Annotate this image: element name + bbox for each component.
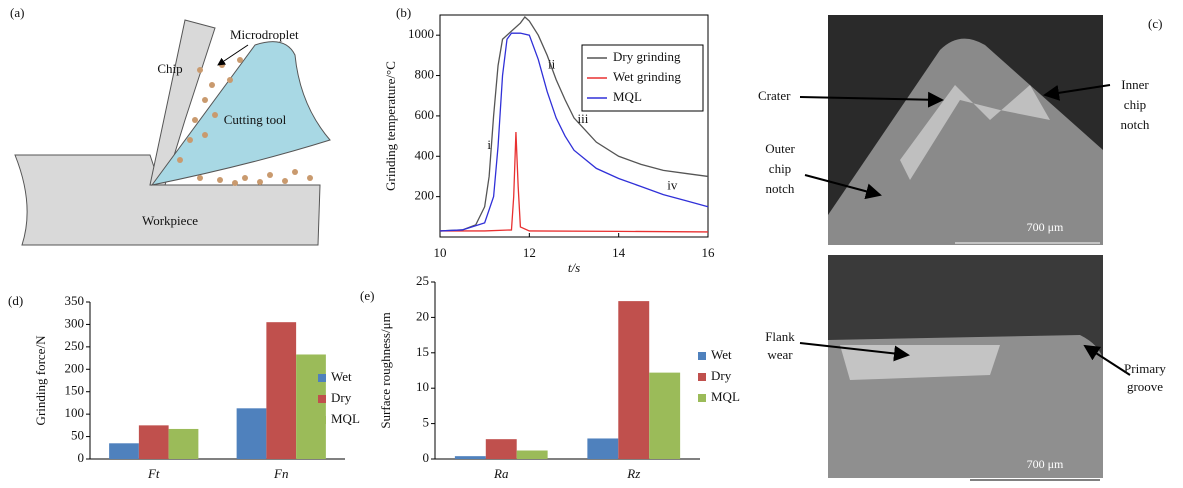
annotation: iii	[578, 111, 589, 126]
annotation: i	[487, 137, 491, 152]
legend-swatch	[698, 394, 706, 402]
y-tick-label: 250	[65, 338, 85, 353]
legend-label: MQL	[613, 89, 642, 104]
y-tick-label: 400	[415, 147, 435, 162]
x-tick-label: 16	[702, 245, 716, 260]
y-tick-label: 10	[416, 379, 429, 394]
x-tick-label: 14	[612, 245, 626, 260]
label: Cutting tool	[224, 112, 287, 127]
y-tick-label: 350	[65, 293, 85, 308]
legend-label: MQL	[711, 389, 740, 404]
label: Inner	[1121, 77, 1149, 92]
bar	[138, 425, 169, 459]
legend-swatch	[318, 395, 326, 403]
y-axis-label: Surface roughness/μm	[378, 312, 393, 428]
label: notch	[766, 181, 795, 196]
label: Workpiece	[142, 213, 198, 228]
x-tick-label: 10	[434, 245, 447, 260]
label: Chip	[157, 61, 182, 76]
bar	[168, 428, 199, 459]
y-tick-label: 200	[65, 360, 85, 375]
bar	[109, 443, 139, 459]
line	[440, 132, 709, 233]
legend-label: Wet	[711, 347, 732, 362]
label: groove	[1127, 379, 1163, 394]
label: chip	[1124, 97, 1146, 112]
x-tick-label: Rz	[626, 466, 640, 481]
legend-swatch	[698, 352, 706, 360]
legend-swatch	[318, 416, 326, 424]
legend-label: Dry	[711, 368, 732, 383]
legend-label: Wet	[331, 369, 352, 384]
y-tick-label: 600	[415, 107, 435, 122]
legend-label: MQL	[331, 411, 360, 426]
label: Crater	[758, 88, 791, 103]
label: notch	[1121, 117, 1150, 132]
y-tick-label: 15	[416, 344, 429, 359]
y-tick-label: 100	[65, 405, 85, 420]
scale-label: 700 μm	[1027, 457, 1064, 471]
panel-label: (a)	[10, 5, 24, 20]
y-tick-label: 1000	[408, 26, 434, 41]
x-tick-label: 12	[523, 245, 536, 260]
y-axis-label: Grinding temperature/°C	[383, 61, 398, 191]
bar	[236, 408, 267, 459]
bar	[587, 438, 619, 459]
plot-frame	[439, 14, 709, 238]
y-tick-label: 5	[423, 415, 430, 430]
bar	[266, 322, 297, 459]
y-tick-label: 800	[415, 67, 435, 82]
y-tick-label: 0	[423, 450, 430, 465]
droplets	[177, 57, 313, 186]
y-tick-label: 50	[71, 428, 84, 443]
legend-label: Dry grinding	[613, 49, 681, 64]
y-tick-label: 25	[416, 273, 429, 288]
scale-label: 700 μm	[1027, 220, 1064, 234]
bar	[454, 456, 486, 459]
legend-label: Wet grinding	[613, 69, 681, 84]
label: wear	[767, 347, 793, 362]
y-tick-label: 20	[416, 308, 429, 323]
bar	[516, 450, 548, 459]
line	[439, 16, 709, 232]
y-axis-label: Grinding force/N	[33, 335, 48, 426]
x-axis-label: t/s	[568, 260, 580, 275]
panel-label: (b)	[396, 5, 411, 20]
y-tick-label: 150	[65, 383, 85, 398]
annotation: iv	[667, 178, 678, 193]
annotation: ii	[548, 56, 556, 71]
bar	[618, 301, 650, 459]
panel-label: (d)	[8, 293, 23, 308]
x-tick-label: Ra	[493, 466, 509, 481]
label: chip	[769, 161, 791, 176]
label: Microdroplet	[230, 27, 299, 42]
y-tick-label: 300	[65, 315, 85, 330]
label: Flank	[765, 329, 795, 344]
line	[439, 32, 709, 232]
x-tick-label: Fn	[273, 466, 288, 481]
label: Primary	[1124, 361, 1166, 376]
legend-swatch	[318, 374, 326, 382]
label: Outer	[765, 141, 795, 156]
bar	[485, 439, 517, 459]
micrographs: (c) Crater Inner chip notch Outer chip n…	[758, 15, 1166, 481]
legend-swatch	[698, 373, 706, 381]
legend-label: Dry	[331, 390, 352, 405]
x-tick-label: Ft	[147, 466, 160, 481]
y-tick-label: 200	[415, 188, 435, 203]
y-tick-label: 0	[78, 450, 85, 465]
bar	[296, 354, 326, 459]
diagram: (a) Microdroplet Chip Cutting tool Workp…	[10, 5, 331, 246]
panel-label: (c)	[1148, 16, 1162, 31]
panel-label: (e)	[360, 288, 374, 303]
bar	[649, 372, 681, 459]
